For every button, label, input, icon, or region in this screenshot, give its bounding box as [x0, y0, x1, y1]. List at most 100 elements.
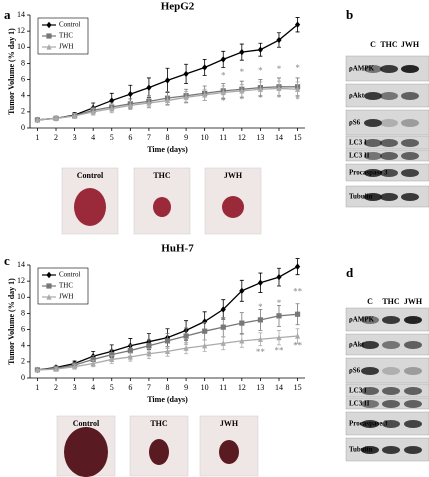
y-tick-label: 8	[21, 308, 25, 317]
marker	[46, 283, 52, 289]
panel-label: a	[4, 7, 11, 22]
blot-band	[401, 139, 419, 147]
blot-band	[404, 367, 422, 375]
x-tick-label: 11	[219, 133, 227, 142]
marker	[109, 351, 115, 358]
blot-row-label: ρAkt	[349, 92, 365, 100]
tumor	[219, 440, 239, 464]
marker	[294, 333, 301, 339]
annotation: *	[295, 63, 300, 73]
marker	[294, 263, 301, 270]
marker	[257, 317, 264, 323]
blot-row-label: Tubulin	[349, 446, 373, 454]
y-tick-label: 10	[17, 42, 25, 51]
blot-row-label: Procaspase 3	[349, 169, 388, 177]
y-tick-label: 12	[17, 26, 25, 35]
blot-band	[404, 446, 422, 454]
photo-label: THC	[153, 171, 171, 180]
x-tick-label: 4	[91, 383, 95, 392]
marker	[183, 70, 189, 78]
marker	[146, 99, 152, 106]
marker	[127, 102, 133, 108]
x-tick-label: 10	[201, 133, 209, 142]
marker	[276, 334, 282, 341]
blot-row-label: ρS6	[349, 367, 361, 375]
blot-row-label: LC3 II	[349, 400, 370, 408]
marker	[239, 48, 245, 56]
x-tick-label: 7	[147, 383, 151, 392]
marker	[34, 366, 41, 373]
marker	[90, 356, 96, 363]
annotation: *	[258, 93, 263, 103]
marker	[183, 94, 189, 100]
blot-band	[380, 169, 398, 177]
blot-row-label: LC3 II	[349, 152, 370, 160]
marker	[71, 112, 78, 119]
legend-label: JWH	[59, 43, 73, 51]
blot-band	[382, 400, 400, 408]
marker	[127, 347, 133, 354]
x-axis-label: Time (days)	[147, 395, 188, 404]
legend-label: JWH	[59, 293, 73, 301]
y-tick-label: 4	[21, 91, 25, 100]
blot-band	[382, 446, 400, 454]
y-tick-label: 6	[21, 324, 25, 333]
marker	[257, 86, 264, 92]
blot-band	[401, 193, 419, 201]
tumor	[74, 188, 106, 226]
marker	[34, 116, 41, 123]
marker	[164, 338, 171, 344]
blot-column: JWH	[404, 297, 423, 306]
marker	[294, 86, 301, 92]
y-tick-label: 12	[17, 276, 25, 285]
x-tick-label: 1	[35, 133, 39, 142]
y-axis-label: Tumor Volume (% day 1)	[7, 278, 16, 365]
x-tick-label: 8	[166, 133, 170, 142]
blot-band	[404, 420, 422, 428]
tumor	[64, 427, 108, 477]
photo-label: JWH	[224, 171, 243, 180]
marker	[276, 85, 282, 92]
blot-row-label: ρS6	[349, 119, 361, 127]
x-tick-label: 8	[166, 383, 170, 392]
blot-band	[380, 65, 398, 73]
marker	[109, 97, 115, 104]
blot-row-label: ρAMPK	[349, 316, 375, 324]
blot-row-label: LC3 I	[349, 387, 367, 395]
annotation: *	[221, 96, 226, 106]
blot-band	[361, 367, 379, 375]
x-tick-label: 15	[294, 383, 302, 392]
marker	[71, 363, 78, 370]
annotation: *	[221, 70, 226, 80]
marker	[239, 287, 245, 295]
marker	[294, 21, 301, 28]
marker	[146, 343, 152, 349]
x-tick-label: 15	[294, 133, 302, 142]
marker	[257, 279, 264, 286]
marker	[164, 348, 171, 354]
blot-strip	[345, 357, 429, 384]
x-tick-label: 2	[54, 133, 58, 142]
annotation: **	[293, 341, 303, 351]
y-tick-label: 8	[21, 58, 25, 67]
blot-band	[382, 341, 400, 349]
marker	[239, 320, 245, 326]
blot-band	[380, 119, 398, 127]
x-tick-label: 1	[35, 383, 39, 392]
marker	[239, 87, 245, 94]
marker	[220, 56, 226, 63]
marker	[46, 44, 52, 50]
blot-band	[401, 119, 419, 127]
marker	[109, 356, 115, 363]
marker	[183, 345, 189, 351]
blot-band	[364, 169, 382, 177]
marker	[220, 306, 226, 313]
x-tick-label: 14	[275, 383, 283, 392]
blot-band	[382, 367, 400, 375]
marker	[202, 342, 208, 349]
photo-label: JWH	[220, 419, 239, 428]
blot-column: THC	[382, 297, 400, 306]
blot-column: C	[370, 40, 376, 49]
chart-title: HepG2	[161, 1, 195, 13]
blot-band	[361, 446, 379, 454]
